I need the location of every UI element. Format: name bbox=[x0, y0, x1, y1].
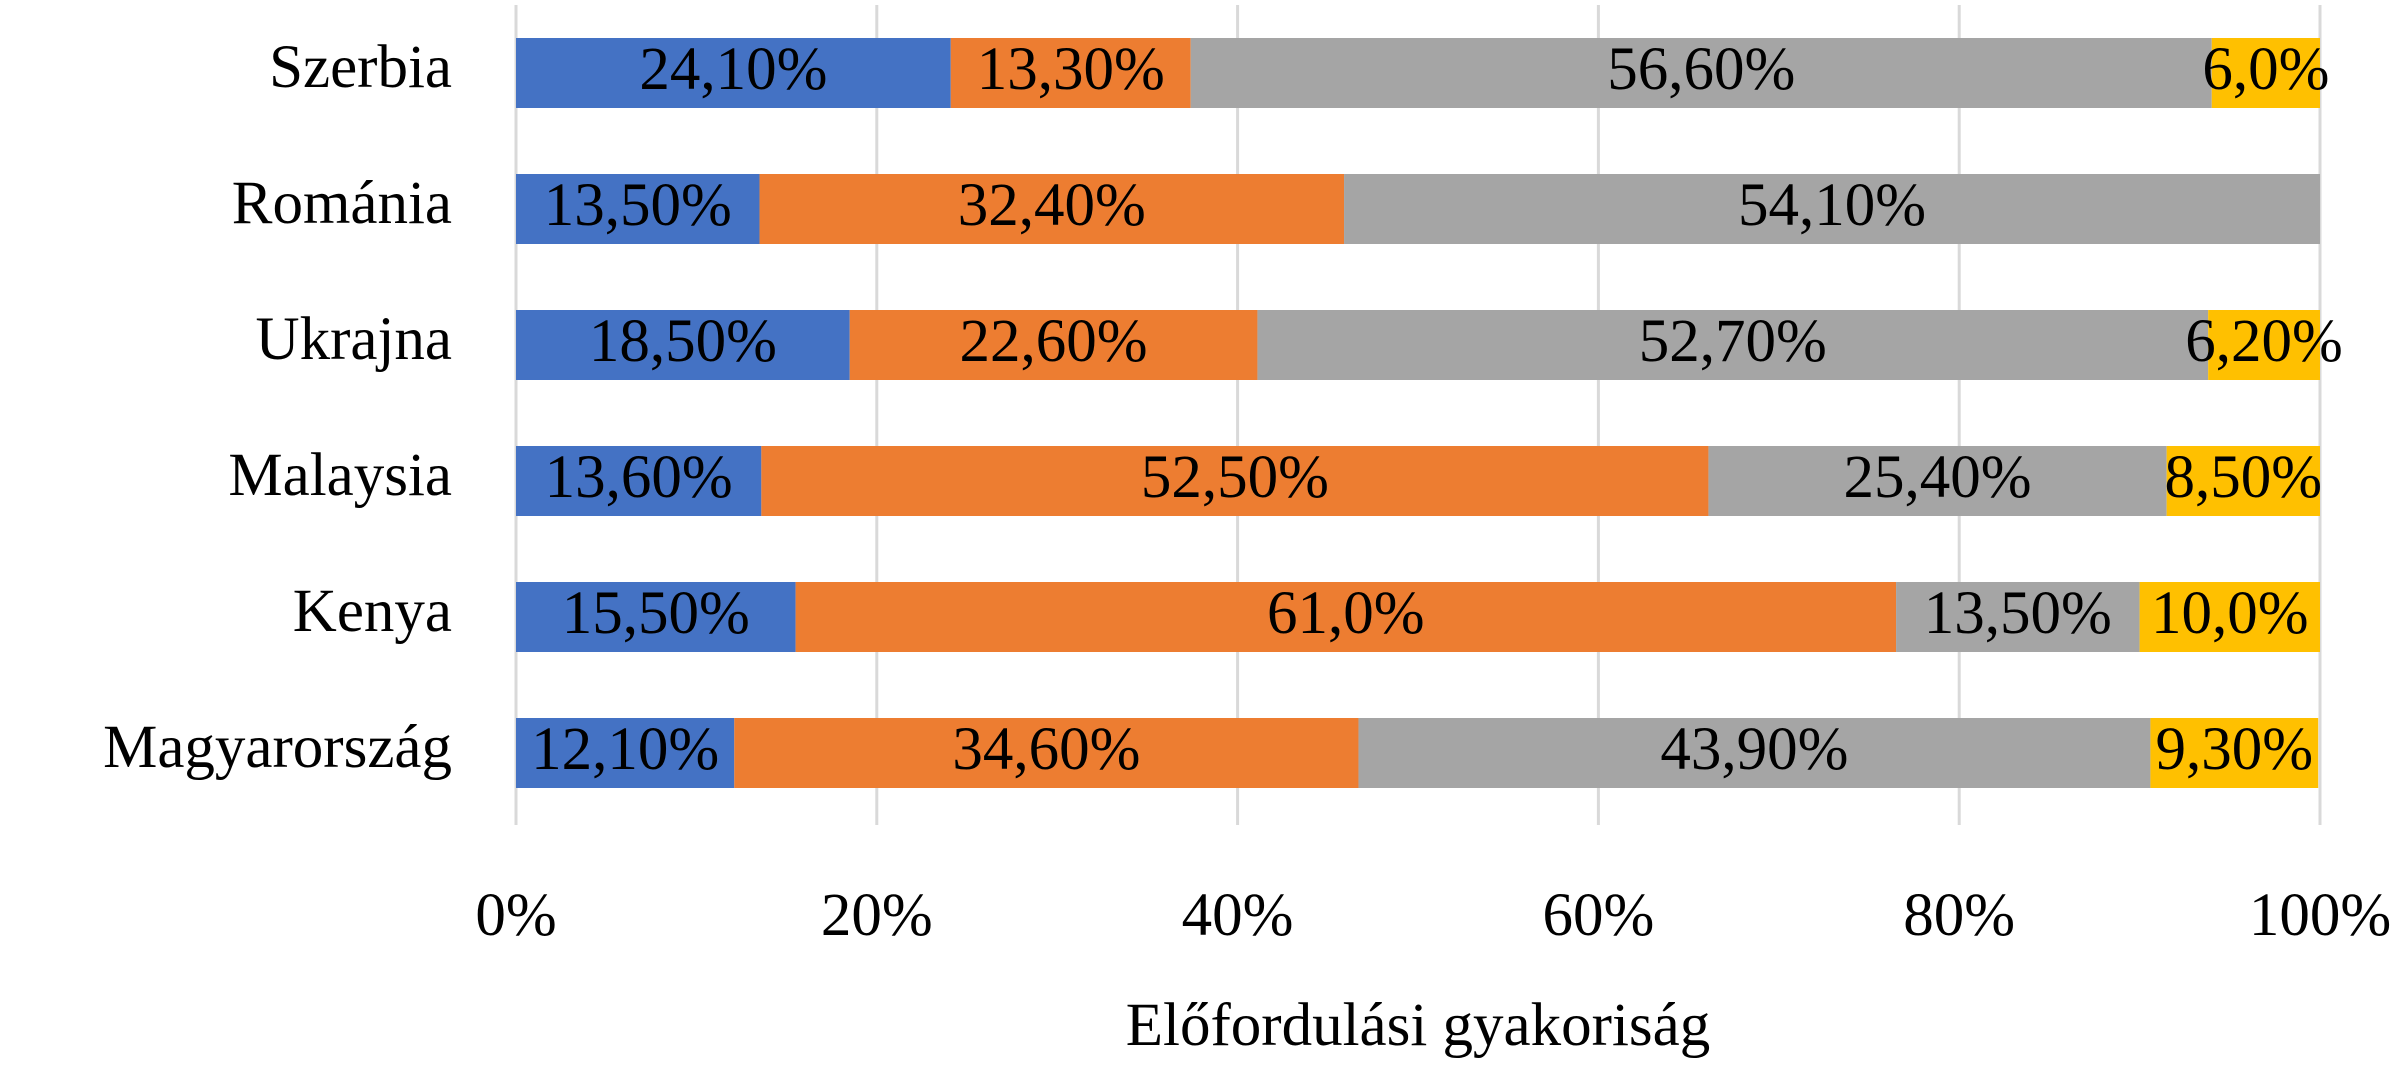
data-label: 43,90% bbox=[1660, 716, 1848, 783]
data-label: 22,60% bbox=[960, 308, 1148, 375]
bar-segment bbox=[516, 174, 760, 244]
y-tick-label: Románia bbox=[232, 170, 452, 237]
y-tick-label: Malaysia bbox=[228, 442, 452, 509]
data-label: 6,0% bbox=[2202, 36, 2329, 103]
y-tick-label: Ukrajna bbox=[256, 306, 452, 373]
bar-segment bbox=[1257, 310, 2209, 380]
data-label: 10,0% bbox=[2151, 580, 2309, 647]
bar-segment bbox=[1896, 582, 2140, 652]
bar-segment bbox=[516, 310, 850, 380]
bar-segment bbox=[516, 718, 735, 788]
bar-segment bbox=[1190, 38, 2212, 108]
bar-segment bbox=[1708, 446, 2167, 516]
x-tick-label: 20% bbox=[821, 882, 933, 949]
bar-segment bbox=[950, 38, 1191, 108]
data-label: 6,20% bbox=[2185, 308, 2343, 375]
data-label: 52,70% bbox=[1639, 308, 1827, 375]
x-tick-label: 100% bbox=[2249, 882, 2391, 949]
bar-segment bbox=[734, 718, 1359, 788]
data-label: 24,10% bbox=[639, 36, 827, 103]
bar-segment bbox=[1358, 718, 2151, 788]
data-label: 32,40% bbox=[958, 172, 1146, 239]
data-label: 12,10% bbox=[531, 716, 719, 783]
x-tick-label: 60% bbox=[1542, 882, 1654, 949]
data-label: 54,10% bbox=[1738, 172, 1926, 239]
data-label: 15,50% bbox=[562, 580, 750, 647]
bar-segment bbox=[1344, 174, 2320, 244]
data-label: 25,40% bbox=[1844, 444, 2032, 511]
bar-segment bbox=[2166, 446, 2320, 516]
data-label: 34,60% bbox=[952, 716, 1140, 783]
data-label: 8,50% bbox=[2165, 444, 2323, 511]
y-tick-label: Magyarország bbox=[103, 714, 452, 781]
bar-segment bbox=[2211, 38, 2320, 108]
data-label: 13,50% bbox=[544, 172, 732, 239]
data-label: 61,0% bbox=[1267, 580, 1425, 647]
data-label: 13,30% bbox=[977, 36, 1165, 103]
bar-segment bbox=[2139, 582, 2320, 652]
x-tick-label: 80% bbox=[1903, 882, 2015, 949]
bar-segment bbox=[795, 582, 1897, 652]
bar-segment bbox=[759, 174, 1345, 244]
y-tick-label: Kenya bbox=[293, 578, 452, 645]
x-tick-label: 40% bbox=[1182, 882, 1294, 949]
data-label: 9,30% bbox=[2156, 716, 2314, 783]
x-axis-label: Előfordulási gyakoriság bbox=[1126, 992, 1710, 1059]
y-tick-label: Szerbia bbox=[269, 34, 452, 101]
bar-segment bbox=[516, 582, 796, 652]
bar-segment bbox=[516, 446, 762, 516]
bar-segment bbox=[849, 310, 1258, 380]
data-label: 52,50% bbox=[1141, 444, 1329, 511]
x-tick-label: 0% bbox=[475, 882, 556, 949]
bar-segment bbox=[2208, 310, 2320, 380]
data-label: 56,60% bbox=[1607, 36, 1795, 103]
bar-segment bbox=[2150, 718, 2319, 788]
bar-segment bbox=[516, 38, 951, 108]
data-label: 13,50% bbox=[1924, 580, 2112, 647]
data-label: 18,50% bbox=[589, 308, 777, 375]
data-label: 13,60% bbox=[545, 444, 733, 511]
bar-segment bbox=[761, 446, 1709, 516]
